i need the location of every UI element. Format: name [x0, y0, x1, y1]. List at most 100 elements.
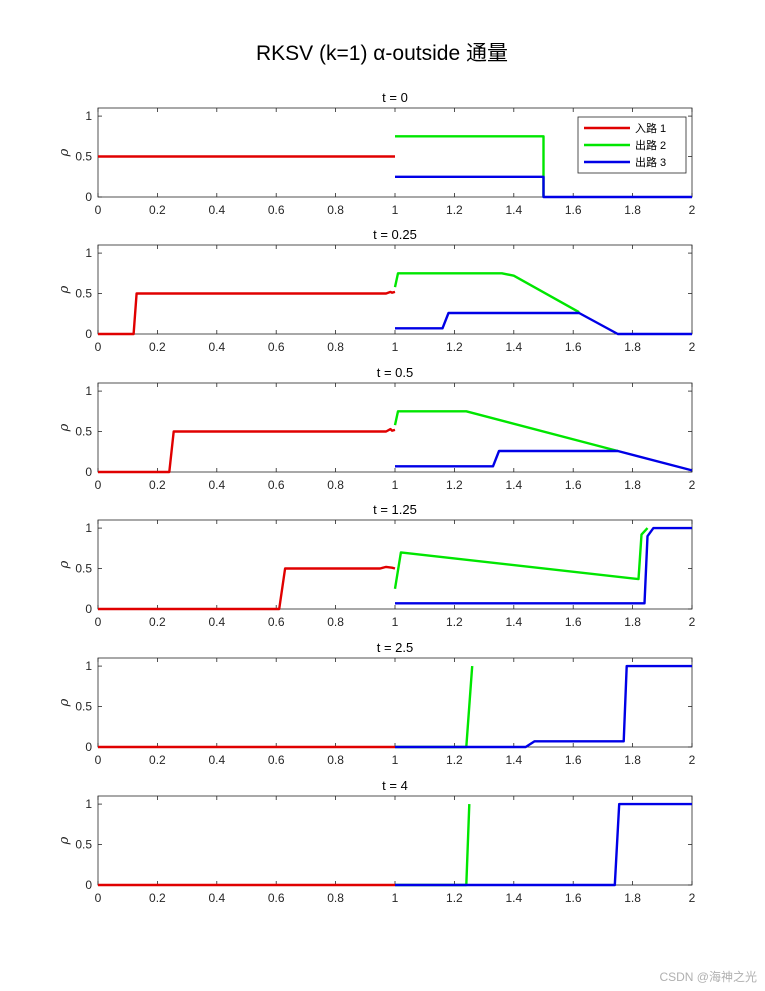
x-tick-label: 0.6 [268, 615, 285, 629]
panel-4: t = 2.5 0 0.2 0.4 0.6 0.8 1 1.2 1.4 1.6 1.8 2 0 0.5 1 ρ [57, 640, 696, 767]
y-tick-label: 0.5 [75, 562, 92, 576]
x-tick-label: 2 [689, 203, 696, 217]
series-line-3 [395, 311, 692, 336]
x-tick-label: 1.6 [565, 340, 582, 354]
y-tick-label: 0.5 [75, 700, 92, 714]
y-tick-label: 0 [85, 602, 92, 616]
y-axis-label: ρ [57, 285, 72, 294]
x-tick-label: 1.2 [446, 340, 463, 354]
series-line-1 [98, 565, 396, 611]
x-tick-label: 0.2 [149, 478, 166, 492]
y-tick-label: 0.5 [75, 425, 92, 439]
x-tick-label: 1.8 [624, 203, 641, 217]
series-line-3 [395, 526, 692, 605]
y-tick-label: 1 [85, 109, 92, 123]
x-tick-label: 2 [689, 753, 696, 767]
y-tick-label: 0 [85, 740, 92, 754]
x-tick-label: 1.8 [624, 615, 641, 629]
panel-0: t = 0 0 0.2 0.4 0.6 0.8 1 1.2 1.4 1.6 1.8 2 0 0.5 1 ρ 入路… [57, 90, 696, 217]
panel-2: t = 0.5 0 0.2 0.4 0.6 0.8 1 1.2 1.4 1.6 1.8 2 0 0.5 1 ρ [57, 365, 696, 492]
x-tick-label: 1.2 [446, 891, 463, 905]
x-tick-label: 2 [689, 615, 696, 629]
series-line-1 [98, 427, 396, 474]
y-axis-label: ρ [57, 148, 72, 157]
x-tick-label: 0 [95, 478, 102, 492]
axes-box [97, 657, 693, 748]
series-line-2 [393, 410, 619, 453]
series-line-3 [395, 449, 693, 472]
x-tick-label: 1.2 [446, 615, 463, 629]
subplot-title: t = 0.25 [373, 227, 417, 242]
series-line-1 [98, 290, 396, 336]
x-tick-label: 1 [392, 203, 399, 217]
series-line-2 [393, 272, 580, 314]
x-tick-label: 2 [689, 891, 696, 905]
x-tick-label: 0.8 [327, 340, 344, 354]
x-tick-label: 1 [392, 478, 399, 492]
x-tick-label: 1.8 [624, 753, 641, 767]
x-tick-label: 1 [392, 340, 399, 354]
panel-3: t = 1.25 0 0.2 0.4 0.6 0.8 1 1.2 1.4 1.6 1.8 2 0 0.5 1… [57, 502, 696, 629]
x-tick-label: 0.8 [327, 478, 344, 492]
x-tick-label: 0.2 [149, 340, 166, 354]
x-tick-label: 1.4 [505, 753, 522, 767]
subplot-title: t = 0.5 [377, 365, 414, 380]
x-tick-label: 0.4 [208, 340, 225, 354]
x-tick-label: 1.2 [446, 753, 463, 767]
panel-1: t = 0.25 0 0.2 0.4 0.6 0.8 1 1.2 1.4 1.6 1.8 2 0 0.5 1… [57, 227, 696, 354]
x-tick-label: 0 [95, 753, 102, 767]
x-tick-label: 0.6 [268, 753, 285, 767]
subplot-title: t = 2.5 [377, 640, 414, 655]
x-tick-label: 1.6 [565, 615, 582, 629]
x-tick-label: 1.8 [624, 891, 641, 905]
x-tick-label: 0.4 [208, 615, 225, 629]
x-tick-label: 0.8 [327, 753, 344, 767]
x-tick-label: 1 [392, 753, 399, 767]
x-tick-label: 0 [95, 340, 102, 354]
x-tick-label: 0.4 [208, 203, 225, 217]
y-tick-label: 0.5 [75, 838, 92, 852]
x-tick-label: 1.8 [624, 340, 641, 354]
y-axis-label: ρ [57, 423, 72, 432]
x-tick-label: 0.8 [327, 615, 344, 629]
x-tick-label: 0.2 [149, 615, 166, 629]
y-tick-label: 0 [85, 878, 92, 892]
x-tick-label: 1.8 [624, 478, 641, 492]
series-line-3 [395, 175, 692, 199]
x-tick-label: 1.4 [505, 478, 522, 492]
legend-box [577, 116, 687, 174]
y-tick-label: 0 [85, 327, 92, 341]
axes-box [97, 795, 693, 886]
x-tick-label: 1.6 [565, 753, 582, 767]
x-tick-label: 0 [95, 615, 102, 629]
y-tick-label: 1 [85, 521, 92, 535]
axes-box [97, 519, 693, 610]
y-tick-label: 1 [85, 797, 92, 811]
panel-5: t = 4 0 0.2 0.4 0.6 0.8 1 1.2 1.4 1.6 1.8 2 0 0.5 1 ρ [57, 778, 696, 905]
x-tick-label: 0.2 [149, 891, 166, 905]
legend-label-3: 出路 3 [635, 155, 666, 169]
legend-label-1: 入路 1 [635, 122, 666, 135]
x-tick-label: 1 [392, 615, 399, 629]
y-axis-label: ρ [57, 560, 72, 569]
x-tick-label: 0.4 [208, 478, 225, 492]
x-tick-label: 1.6 [565, 891, 582, 905]
watermark: CSDN @海神之光 [659, 970, 757, 984]
x-tick-label: 0.4 [208, 753, 225, 767]
x-tick-label: 0.6 [268, 478, 285, 492]
x-tick-label: 0.8 [327, 891, 344, 905]
x-tick-label: 2 [689, 340, 696, 354]
series-line-2 [393, 527, 649, 589]
x-tick-label: 1.2 [446, 478, 463, 492]
panels: t = 0 0 0.2 0.4 0.6 0.8 1 1.2 1.4 1.6 1.8 2 0 0.5 1 ρ 入路… [57, 90, 696, 905]
y-tick-label: 0 [85, 465, 92, 479]
y-tick-label: 0.5 [75, 150, 92, 164]
x-tick-label: 0.6 [268, 340, 285, 354]
x-tick-label: 0.8 [327, 203, 344, 217]
figure-title: RKSV (k=1) α-outside 通量 [256, 42, 508, 65]
series-line-3 [395, 802, 692, 887]
y-axis-label: ρ [57, 698, 72, 707]
x-tick-label: 1.6 [565, 478, 582, 492]
x-tick-label: 0.6 [268, 891, 285, 905]
